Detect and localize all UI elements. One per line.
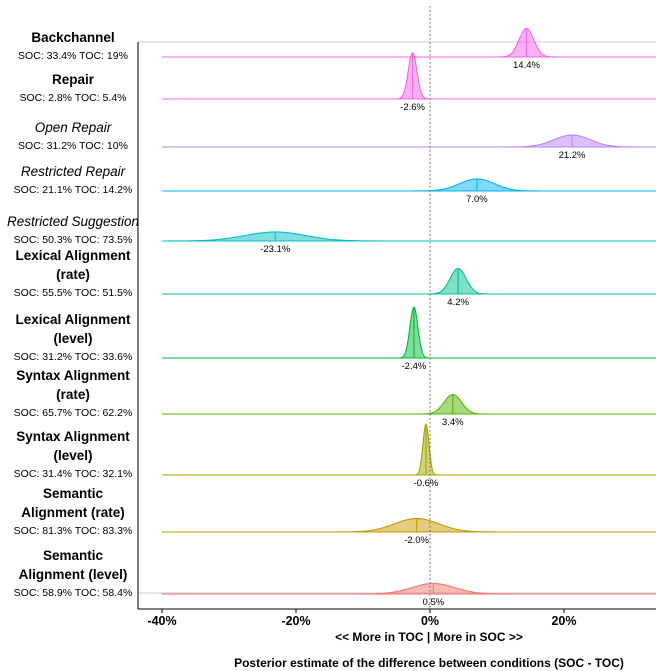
row-label-name: (rate) — [56, 387, 90, 402]
direction-label: << More in TOC | More in SOC >> — [335, 630, 523, 644]
row-label-stat: SOC: 55.5% TOC: 51.5% — [14, 287, 133, 299]
row-label-name: Repair — [52, 72, 95, 87]
row-labels: Backchannel SOC: 33.4% TOC: 19% Repair SOC:… — [7, 30, 139, 599]
density-fill — [162, 268, 656, 294]
mean-label: 14.4% — [513, 60, 540, 71]
row-label-name: Lexical Alignment — [15, 248, 131, 263]
mean-label: 21.2% — [559, 150, 586, 161]
density-fill — [162, 307, 656, 358]
row-label-stat: SOC: 21.1% TOC: 14.2% — [14, 184, 133, 196]
density-fill — [162, 52, 656, 99]
ridge-lexical-alignment-level — [162, 306, 656, 359]
density-fill — [162, 232, 656, 241]
row-label-stat: SOC: 58.9% TOC: 58.4% — [14, 587, 133, 599]
row-label-stat: SOC: 50.3% TOC: 73.5% — [14, 234, 133, 246]
mean-label: -2.0% — [404, 535, 429, 546]
ridges — [162, 27, 656, 595]
row-label-name: (rate) — [56, 267, 90, 282]
ridge-repair — [162, 51, 656, 100]
row-label-stat: SOC: 31.4% TOC: 32.1% — [14, 468, 133, 480]
row-label-stat: SOC: 31.2% TOC: 33.6% — [14, 351, 133, 363]
row-label-name: (level) — [53, 448, 92, 463]
density-fill — [162, 394, 656, 414]
mean-labels: 14.4% -2.6% 21.2% 7.0% -23.1% 4.2% -2.4% 3.4% -0… — [260, 60, 586, 608]
x-tick-label: -20% — [281, 614, 310, 628]
row-label-stat: SOC: 81.3% TOC: 83.3% — [14, 525, 133, 537]
x-tick-label: -40% — [147, 614, 176, 628]
mean-label: 4.2% — [447, 297, 469, 308]
row-label-name: Restricted Suggestion — [7, 214, 139, 229]
row-label-name: Backchannel — [31, 30, 114, 45]
density-fill — [162, 424, 656, 475]
row-label-stat: SOC: 31.2% TOC: 10% — [18, 140, 128, 152]
density-line — [162, 178, 651, 192]
ridge-semantic-alignment-level — [162, 582, 656, 595]
ridge-restricted-suggestion — [162, 231, 656, 242]
mean-label: -23.1% — [260, 244, 291, 255]
ridge-restricted-repair — [162, 178, 656, 192]
x-tick-label: 0% — [421, 614, 439, 628]
density-fill — [162, 28, 656, 57]
row-label-name: Syntax Alignment — [16, 429, 130, 444]
ridge-open-repair — [162, 134, 656, 148]
density-line — [162, 267, 651, 295]
density-fill — [162, 135, 656, 147]
row-label-name: Semantic — [43, 486, 104, 501]
row-label-name: Semantic — [43, 548, 104, 563]
mean-label: -0.6% — [414, 478, 439, 489]
mean-label: 3.4% — [442, 417, 464, 428]
ridge-semantic-alignment-rate — [162, 517, 656, 533]
row-label-stat: SOC: 33.4% TOC: 19% — [18, 50, 128, 62]
row-label-name: (level) — [53, 331, 92, 346]
density-fill — [162, 518, 656, 532]
density-fill — [162, 179, 656, 191]
density-line — [162, 393, 651, 415]
ridge-syntax-alignment-level — [162, 423, 656, 476]
row-label-name: Alignment (rate) — [21, 505, 125, 520]
mean-label: -2.6% — [400, 102, 425, 113]
row-label-name: Alignment (level) — [19, 567, 128, 582]
x-tick-label: 20% — [551, 614, 576, 628]
density-line — [162, 306, 651, 359]
row-label-name: Restricted Repair — [21, 164, 126, 179]
row-label-stat: SOC: 65.7% TOC: 62.2% — [14, 407, 133, 419]
x-axis-title: Posterior estimate of the difference bet… — [234, 656, 624, 670]
mean-label: 0.5% — [423, 597, 445, 608]
mean-label: -2.4% — [402, 361, 427, 372]
row-label-name: Open Repair — [35, 120, 112, 135]
ridge-backchannel — [162, 27, 656, 58]
density-line — [162, 423, 651, 476]
ridge-syntax-alignment-rate — [162, 393, 656, 415]
row-label-name: Lexical Alignment — [15, 312, 131, 327]
row-label-stat: SOC: 2.8% TOC: 5.4% — [20, 92, 127, 104]
row-label-name: Syntax Alignment — [16, 368, 130, 383]
density-line — [162, 27, 651, 58]
ridge-lexical-alignment-rate — [162, 267, 656, 295]
x-axis-ticks: -40% -20% 0% 20% — [147, 609, 577, 628]
mean-label: 7.0% — [466, 194, 488, 205]
